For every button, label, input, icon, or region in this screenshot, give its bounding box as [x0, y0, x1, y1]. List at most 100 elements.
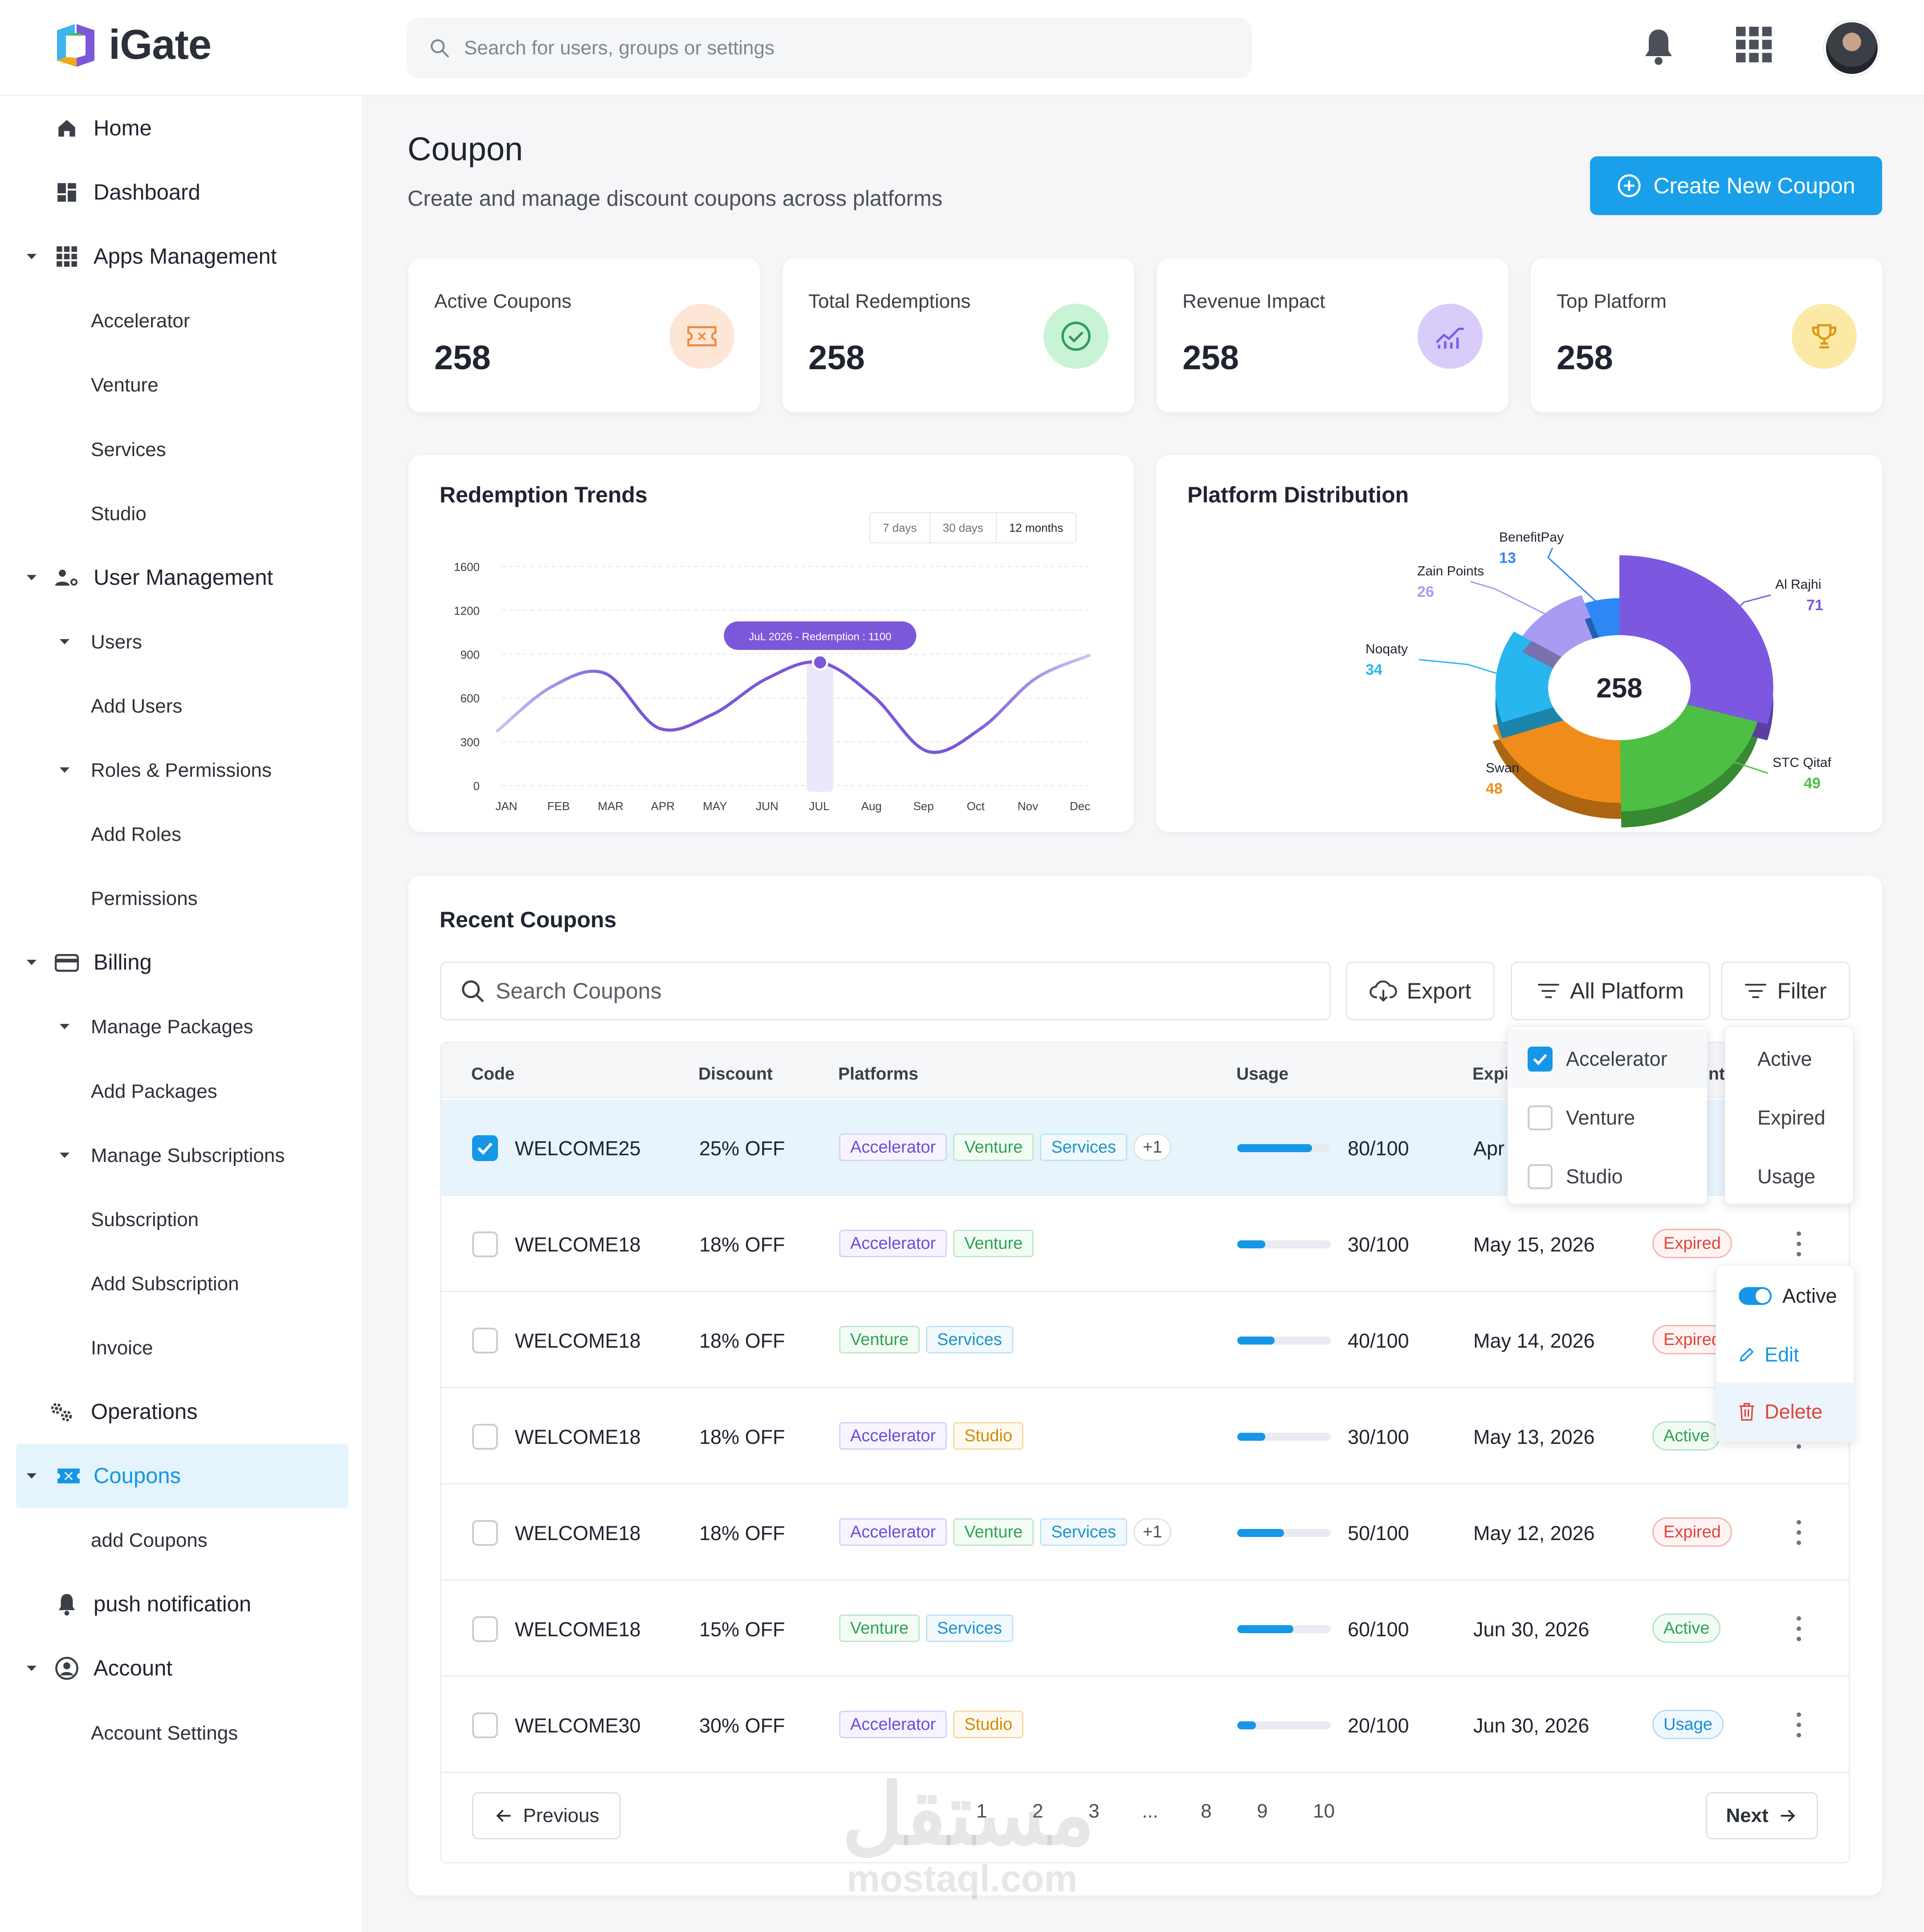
expand-caret-icon[interactable] [27, 960, 37, 966]
table-row[interactable]: WELCOME18 18% OFF Venture Services 40/100 May… [441, 1292, 1849, 1388]
option-checkbox[interactable] [1528, 1105, 1553, 1130]
next-button[interactable]: Next [1706, 1792, 1818, 1839]
expand-caret-icon[interactable] [60, 1024, 69, 1030]
platform-tags: Accelerator Venture Services +1 [839, 1133, 1172, 1161]
range-12-months[interactable]: 12 months [1009, 521, 1064, 534]
coupon-search-input[interactable]: Search Coupons [440, 962, 1331, 1020]
sidebar-item-accelerator[interactable]: Accelerator [0, 289, 362, 353]
sidebar-item-add-packages[interactable]: Add Packages [0, 1059, 362, 1123]
page-number[interactable]: 9 [1257, 1800, 1268, 1822]
sidebar-item-venture[interactable]: Venture [0, 353, 362, 417]
toggle-switch[interactable] [1739, 1287, 1772, 1305]
page-number[interactable]: 2 [1032, 1800, 1044, 1822]
table-row[interactable]: WELCOME18 18% OFF Accelerator Venture Servic… [441, 1484, 1849, 1581]
more-vertical-icon[interactable] [1797, 1616, 1801, 1641]
page-number[interactable]: 3 [1088, 1800, 1100, 1822]
sidebar-item-label: push notification [94, 1592, 252, 1617]
slice-label: STC Qitaf [1773, 755, 1831, 770]
sidebar-item-studio[interactable]: Studio [0, 481, 362, 546]
highlight-point[interactable] [811, 654, 828, 671]
create-coupon-button[interactable]: Create New Coupon [1590, 156, 1882, 215]
expand-caret-icon[interactable] [27, 254, 37, 260]
platform-option-accelerator[interactable]: Accelerator [1508, 1030, 1707, 1088]
range-30-days[interactable]: 30 days [930, 513, 997, 542]
slice-value: 49 [1804, 775, 1821, 792]
sidebar-item-label: Billing [94, 950, 152, 975]
sidebar-item-users[interactable]: Users [0, 610, 362, 674]
range-7-days[interactable]: 7 days [870, 513, 930, 542]
filter-option-active[interactable]: Active [1725, 1030, 1853, 1088]
delete-item[interactable]: Delete [1716, 1382, 1854, 1441]
sidebar-item-home[interactable]: Home [0, 96, 362, 160]
filter-lines-icon [1538, 984, 1560, 998]
sidebar-item-account-settings[interactable]: Account Settings [0, 1701, 362, 1765]
expand-caret-icon[interactable] [27, 575, 37, 580]
row-checkbox[interactable] [472, 1424, 498, 1450]
sidebar-item-coupons[interactable]: Coupons [16, 1444, 348, 1508]
user-avatar[interactable] [1824, 20, 1879, 76]
more-vertical-icon[interactable] [1797, 1231, 1801, 1256]
sidebar-item-subscription[interactable]: Subscription [0, 1187, 362, 1251]
row-checkbox[interactable] [472, 1616, 498, 1642]
sidebar-item-push-notification[interactable]: push notification [0, 1572, 362, 1636]
sidebar-item-apps-management[interactable]: Apps Management [0, 224, 362, 289]
sidebar-item-add-roles[interactable]: Add Roles [0, 802, 362, 866]
page-number[interactable]: 8 [1201, 1800, 1212, 1822]
sidebar-item-add-subscription[interactable]: Add Subscription [0, 1251, 362, 1316]
page-number[interactable]: 1 [976, 1800, 987, 1822]
option-checkbox[interactable] [1528, 1047, 1553, 1072]
table-row[interactable]: WELCOME18 15% OFF Venture Services 60/100 Jun… [441, 1581, 1849, 1677]
sidebar-item-manage-subscriptions[interactable]: Manage Subscriptions [0, 1123, 362, 1187]
bell-icon[interactable] [1642, 27, 1675, 66]
sidebar-item-roles-permissions[interactable]: Roles & Permissions [0, 738, 362, 802]
trend-title: Redemption Trends [440, 482, 648, 507]
app-logo[interactable]: iGate [49, 18, 212, 71]
expand-caret-icon[interactable] [60, 1152, 69, 1158]
expand-caret-icon[interactable] [60, 767, 69, 773]
table-row[interactable]: WELCOME18 18% OFF Accelerator Venture 30/100… [441, 1196, 1849, 1292]
sidebar-item-operations[interactable]: Operations [0, 1380, 362, 1444]
row-checkbox[interactable] [472, 1712, 498, 1738]
row-checkbox[interactable] [472, 1135, 498, 1161]
expand-caret-icon[interactable] [27, 1666, 37, 1671]
table-row[interactable]: WELCOME30 30% OFF Accelerator Studio 20/100 J… [441, 1677, 1849, 1773]
sidebar-item-permissions[interactable]: Permissions [0, 866, 362, 930]
expand-caret-icon[interactable] [27, 1473, 37, 1479]
expand-caret-icon[interactable] [60, 639, 69, 644]
sidebar-item-add-users[interactable]: Add Users [0, 674, 362, 738]
export-button[interactable]: Export [1346, 962, 1495, 1020]
sidebar-item-label: Venture [91, 374, 159, 396]
platform-filter-button[interactable]: All Platform [1511, 962, 1710, 1020]
sidebar-item-dashboard[interactable]: Dashboard [0, 160, 362, 224]
global-search-input[interactable]: Search for users, groups or settings [406, 18, 1252, 78]
sidebar-item-manage-packages[interactable]: Manage Packages [0, 995, 362, 1059]
apps-grid-icon[interactable] [1736, 27, 1772, 62]
more-vertical-icon[interactable] [1797, 1520, 1801, 1545]
platform-option-venture[interactable]: Venture [1508, 1088, 1707, 1147]
sidebar-item-services[interactable]: Services [0, 417, 362, 481]
sidebar-item-invoice[interactable]: Invoice [0, 1316, 362, 1380]
platform-tag: Accelerator [839, 1711, 947, 1738]
row-checkbox[interactable] [472, 1231, 498, 1257]
more-vertical-icon[interactable] [1797, 1712, 1801, 1737]
sidebar-item-account[interactable]: Account [0, 1636, 362, 1700]
usage-bar-fill [1237, 1144, 1312, 1152]
option-label: Active [1757, 1048, 1812, 1070]
platform-option-studio[interactable]: Studio [1508, 1147, 1707, 1206]
row-checkbox[interactable] [472, 1520, 498, 1546]
filter-option-usage[interactable]: Usage [1725, 1147, 1853, 1206]
table-row[interactable]: WELCOME18 18% OFF Accelerator Studio 30/100 M… [441, 1388, 1849, 1484]
page-number[interactable]: 10 [1313, 1800, 1335, 1822]
filter-option-expired[interactable]: Expired [1725, 1088, 1853, 1147]
previous-button[interactable]: Previous [472, 1792, 621, 1839]
sidebar-item-label: Services [91, 438, 166, 461]
sidebar-item-billing[interactable]: Billing [0, 930, 362, 995]
filter-button[interactable]: Filter [1721, 962, 1850, 1020]
row-checkbox[interactable] [472, 1328, 498, 1353]
sidebar-item-user-management[interactable]: User Management [0, 546, 362, 610]
option-checkbox[interactable] [1528, 1164, 1553, 1189]
sidebar-item-add-coupons[interactable]: add Coupons [0, 1508, 362, 1572]
edit-item[interactable]: Edit [1716, 1325, 1854, 1384]
sidebar-item-label: Manage Subscriptions [91, 1144, 285, 1166]
active-toggle-item[interactable]: Active [1716, 1267, 1854, 1325]
